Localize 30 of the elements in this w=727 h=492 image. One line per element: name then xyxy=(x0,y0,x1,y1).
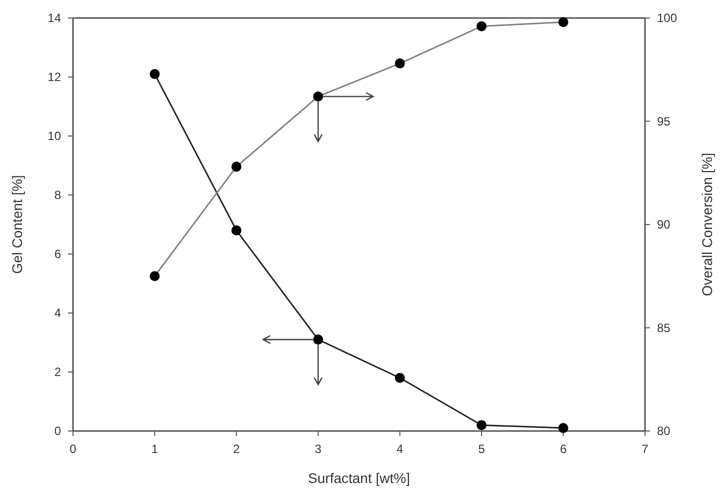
x-tick-label: 3 xyxy=(314,442,322,456)
x-axis-title: Surfactant [wt%] xyxy=(308,470,410,486)
point xyxy=(476,420,487,430)
x-tick-label: 5 xyxy=(478,442,486,456)
y2-tick-label: 95 xyxy=(657,114,671,128)
x-tick-label: 2 xyxy=(233,442,240,456)
x-tick-label: 6 xyxy=(560,442,567,456)
y-tick-label: 14 xyxy=(48,11,62,25)
point xyxy=(313,334,324,345)
y-tick-label: 10 xyxy=(48,129,62,143)
x-tick-label: 0 xyxy=(70,442,77,456)
y-tick-label: 0 xyxy=(54,424,62,438)
y-tick-label: 4 xyxy=(54,306,62,320)
y-tick-label: 8 xyxy=(54,188,62,202)
y2-tick-label: 90 xyxy=(657,218,671,232)
y2-tick-label: 100 xyxy=(657,11,678,25)
y2-tick-label: 80 xyxy=(657,424,671,438)
point xyxy=(558,423,568,434)
point xyxy=(394,372,405,383)
y2-axis-title: Overall Conversion [%] xyxy=(699,152,715,296)
point xyxy=(231,225,242,236)
x-tick-label: 4 xyxy=(396,442,404,456)
x-tick-label: 1 xyxy=(151,442,158,456)
y-tick-label: 2 xyxy=(54,365,62,379)
point xyxy=(150,69,160,80)
y-tick-label: 12 xyxy=(48,70,62,84)
y2-tick-label: 85 xyxy=(657,320,671,335)
y-axis-title: Gel Content [%] xyxy=(9,175,25,274)
x-tick-label: 7 xyxy=(642,442,649,456)
y-tick-label: 6 xyxy=(54,247,62,261)
